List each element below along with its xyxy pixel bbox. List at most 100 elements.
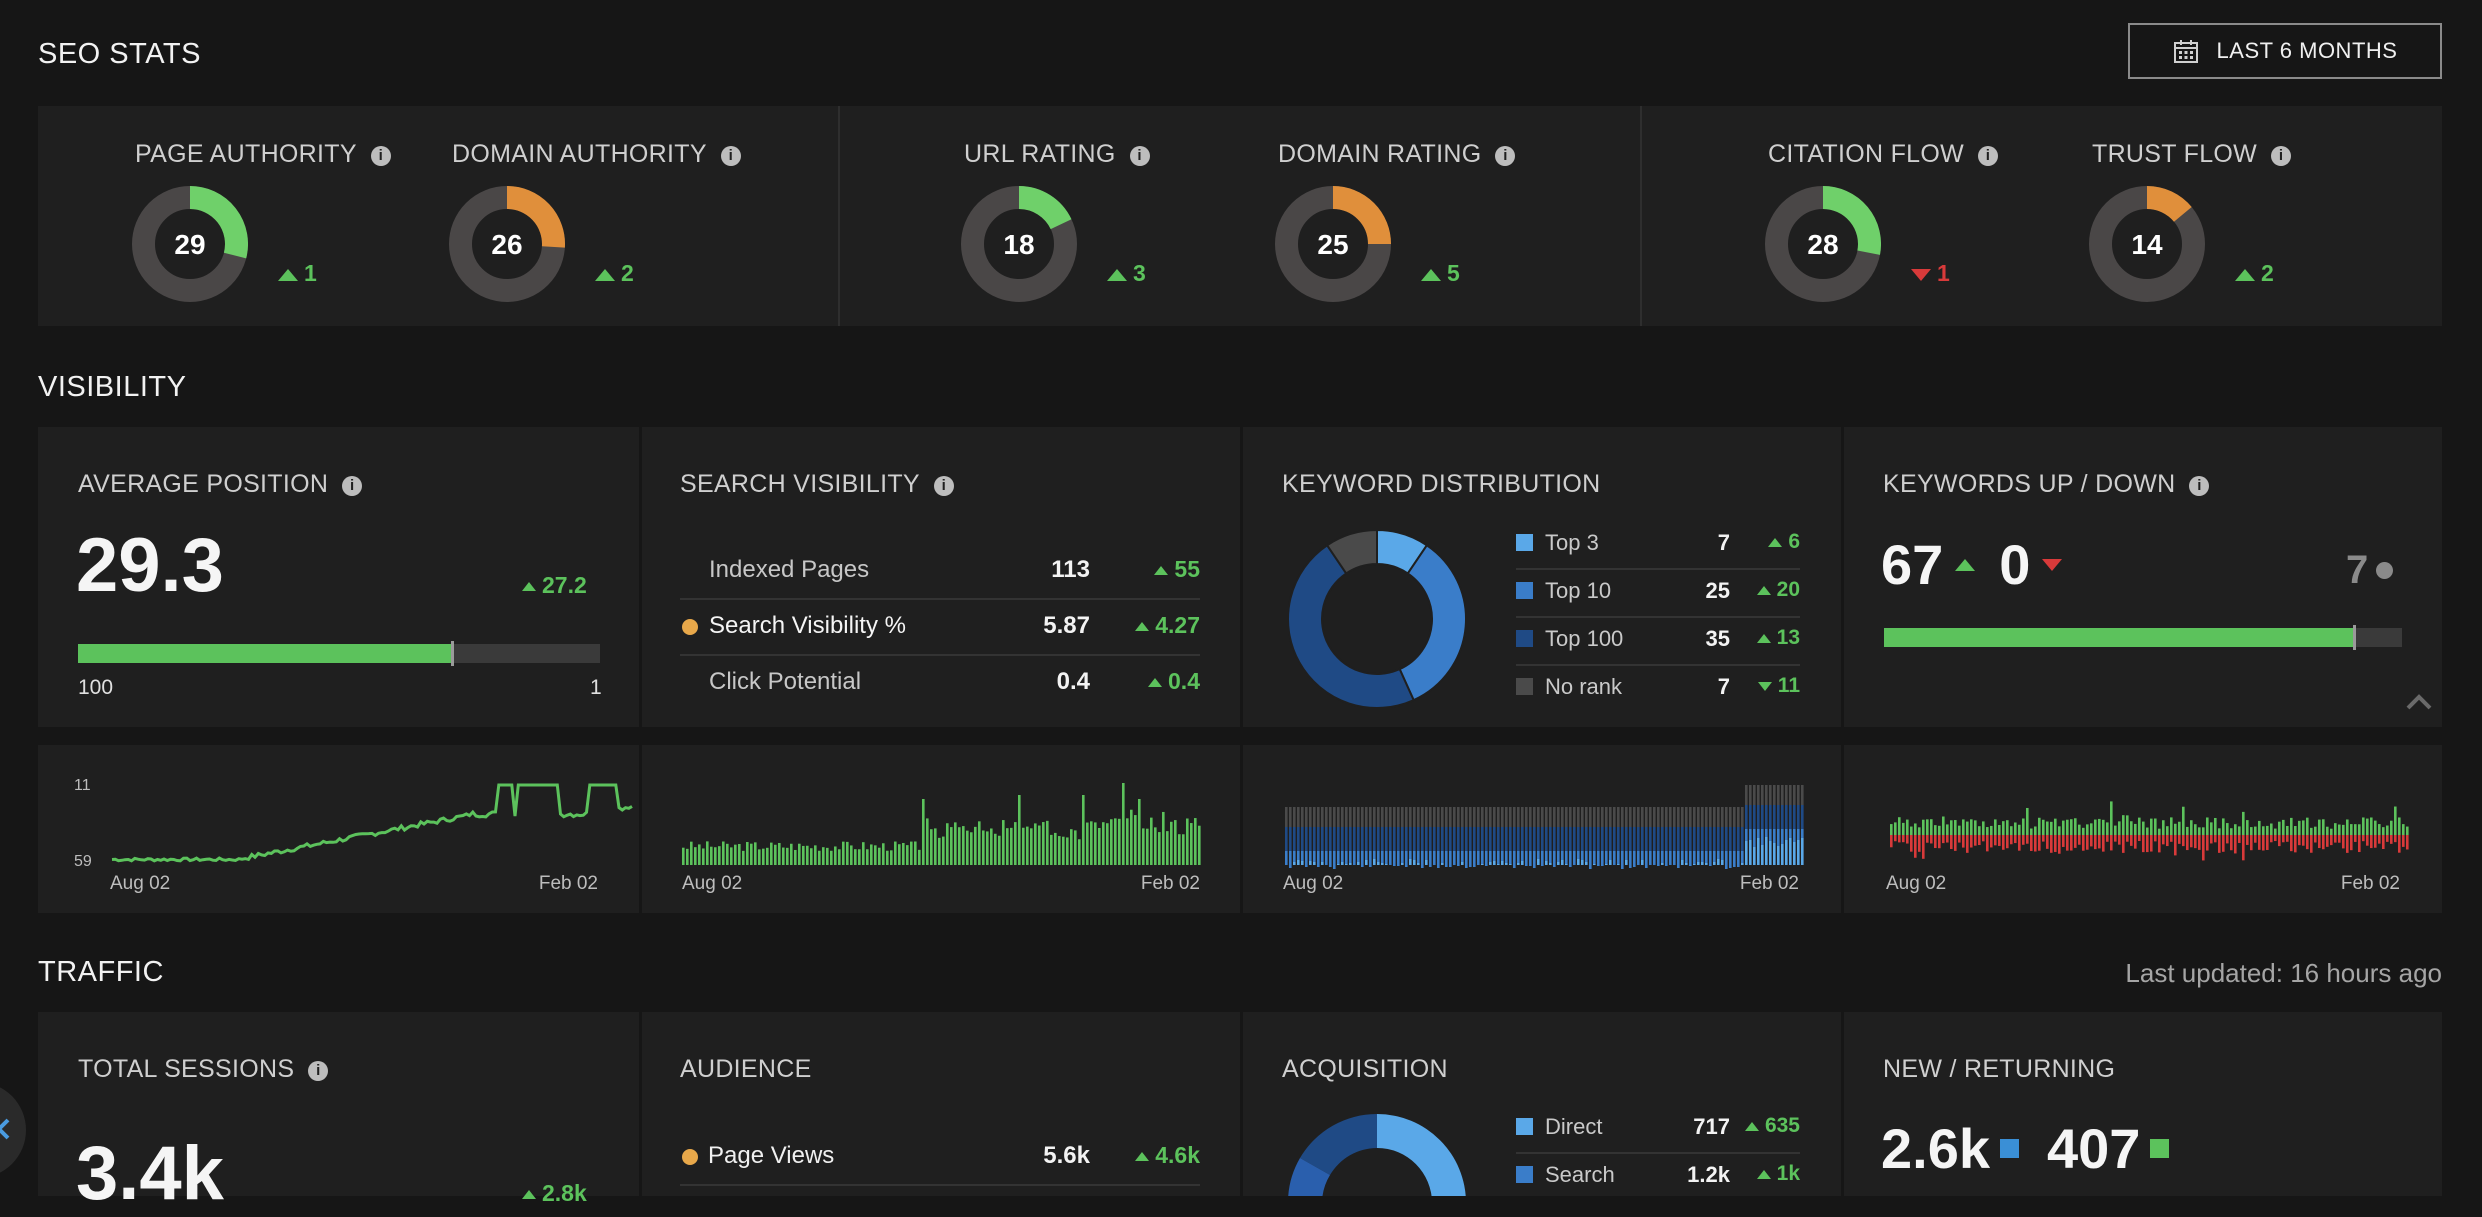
spark-bar xyxy=(1381,807,1384,827)
date-range-button[interactable]: LAST 6 MONTHS xyxy=(2128,23,2442,79)
spark-bar-down xyxy=(2122,835,2125,853)
spark-bar xyxy=(1617,827,1620,851)
spark-bar xyxy=(1433,851,1436,865)
spark-bar-down xyxy=(2350,835,2353,851)
spark-bar xyxy=(1769,785,1772,805)
spark-bar xyxy=(1349,827,1352,851)
spark-bar xyxy=(1301,861,1304,865)
spark-bar xyxy=(1162,811,1165,865)
info-icon[interactable]: i xyxy=(1978,146,1999,166)
spark-bar xyxy=(930,829,933,865)
spark-bar xyxy=(1493,807,1496,827)
search-visibility-row: Search Visibility % 5.87 4.27 xyxy=(680,612,1200,644)
spark-bar xyxy=(1569,827,1572,851)
spark-bar xyxy=(1653,807,1656,827)
info-icon[interactable]: i xyxy=(720,146,741,166)
spark-bar-up xyxy=(2206,817,2209,835)
spark-bar-down xyxy=(2234,835,2237,854)
spark-bar xyxy=(1581,827,1584,851)
spark-bar xyxy=(1609,827,1612,851)
info-icon[interactable]: i xyxy=(933,476,954,496)
spark-bar xyxy=(1313,851,1316,862)
spark-bar xyxy=(1737,851,1740,867)
spark-bar xyxy=(1305,807,1308,827)
spark-bar-down xyxy=(1962,835,1965,848)
metric-delta-text: 3 xyxy=(1133,260,1146,286)
info-icon[interactable]: i xyxy=(308,1061,329,1081)
spark-bar xyxy=(1613,807,1616,827)
spark-bar xyxy=(894,841,897,865)
spark-bar-up xyxy=(2026,807,2029,835)
spark-bar xyxy=(1625,827,1628,851)
spark-bar xyxy=(1721,860,1724,865)
spark-bar xyxy=(1681,860,1684,865)
info-icon[interactable]: i xyxy=(2271,146,2292,166)
spark-bar xyxy=(1002,820,1005,865)
spark-bar xyxy=(1553,851,1556,867)
spark-bar xyxy=(1721,807,1724,827)
spark-bar xyxy=(1150,817,1153,865)
spark-bar-down xyxy=(2178,835,2181,844)
metric-label: URL RATING i xyxy=(964,140,1150,169)
spark-bar xyxy=(766,847,769,865)
spark-bar xyxy=(698,844,701,865)
spark-bar xyxy=(1761,785,1764,805)
spark-bar xyxy=(1437,827,1440,851)
spark-bar xyxy=(1373,859,1376,865)
spark-bar xyxy=(1357,862,1360,865)
spark-bar xyxy=(1765,829,1768,837)
spark-bar-up xyxy=(2406,826,2409,835)
sidebar-toggle[interactable] xyxy=(0,1082,26,1178)
spark-bar xyxy=(1661,863,1664,865)
keywords-updown-label: KEYWORDS UP / DOWN i xyxy=(1883,470,2210,499)
spark-bar xyxy=(1681,807,1684,827)
spark-bar-down xyxy=(2318,835,2321,849)
spark-bar xyxy=(1621,827,1624,851)
info-icon[interactable]: i xyxy=(370,146,391,166)
spark-bar xyxy=(1413,851,1416,860)
spark-bar-down xyxy=(1998,835,2001,846)
spark-bar xyxy=(1377,862,1380,865)
spark-bar-down xyxy=(2138,835,2141,842)
spark-bar xyxy=(1481,827,1484,851)
spark-bar-down xyxy=(2366,835,2369,846)
spark-bar xyxy=(822,847,825,865)
info-icon[interactable]: i xyxy=(1495,146,1516,166)
info-icon[interactable]: i xyxy=(2189,476,2210,496)
spark-bar-up xyxy=(2070,819,2073,835)
spark-bar xyxy=(1393,827,1396,851)
row-delta: 20 xyxy=(1756,578,1800,602)
spark-bar xyxy=(1781,785,1784,805)
spark-bar xyxy=(1761,829,1764,845)
spark-bar xyxy=(1585,851,1588,862)
arrow-up-icon xyxy=(1744,1121,1759,1131)
spark-bar xyxy=(1433,827,1436,851)
spark-bar-up xyxy=(2238,826,2241,835)
spark-bar xyxy=(1473,851,1476,867)
spark-bar xyxy=(862,842,865,865)
spark-bar xyxy=(1094,822,1097,865)
spark-bar xyxy=(1473,827,1476,851)
spark-bar-down xyxy=(2358,835,2361,853)
spark-bar-up xyxy=(2082,827,2085,835)
spark-bar xyxy=(1429,851,1432,867)
spark-bar xyxy=(778,842,781,865)
spark-bar xyxy=(1489,851,1492,862)
spark-bar xyxy=(1445,827,1448,851)
info-icon[interactable]: i xyxy=(1129,146,1150,166)
spark-bar-up xyxy=(2282,819,2285,835)
metric-label-text: CITATION FLOW xyxy=(1768,140,1965,168)
collapse-chevron-up-icon[interactable] xyxy=(2406,694,2432,710)
legend-square xyxy=(1516,1166,1533,1183)
spark-bar xyxy=(1517,827,1520,851)
spark-bar-up xyxy=(1894,822,1897,835)
spark-bar-down xyxy=(2322,835,2325,850)
spark-bar xyxy=(1789,785,1792,805)
spark-bar-down xyxy=(2294,835,2297,853)
spark-bar xyxy=(1501,827,1504,851)
spark-bar xyxy=(1629,807,1632,827)
spark-bar xyxy=(1781,805,1784,829)
info-icon[interactable]: i xyxy=(342,476,363,496)
row-name: Top 10 xyxy=(1545,578,1612,603)
row-value: 35 xyxy=(1705,626,1730,651)
